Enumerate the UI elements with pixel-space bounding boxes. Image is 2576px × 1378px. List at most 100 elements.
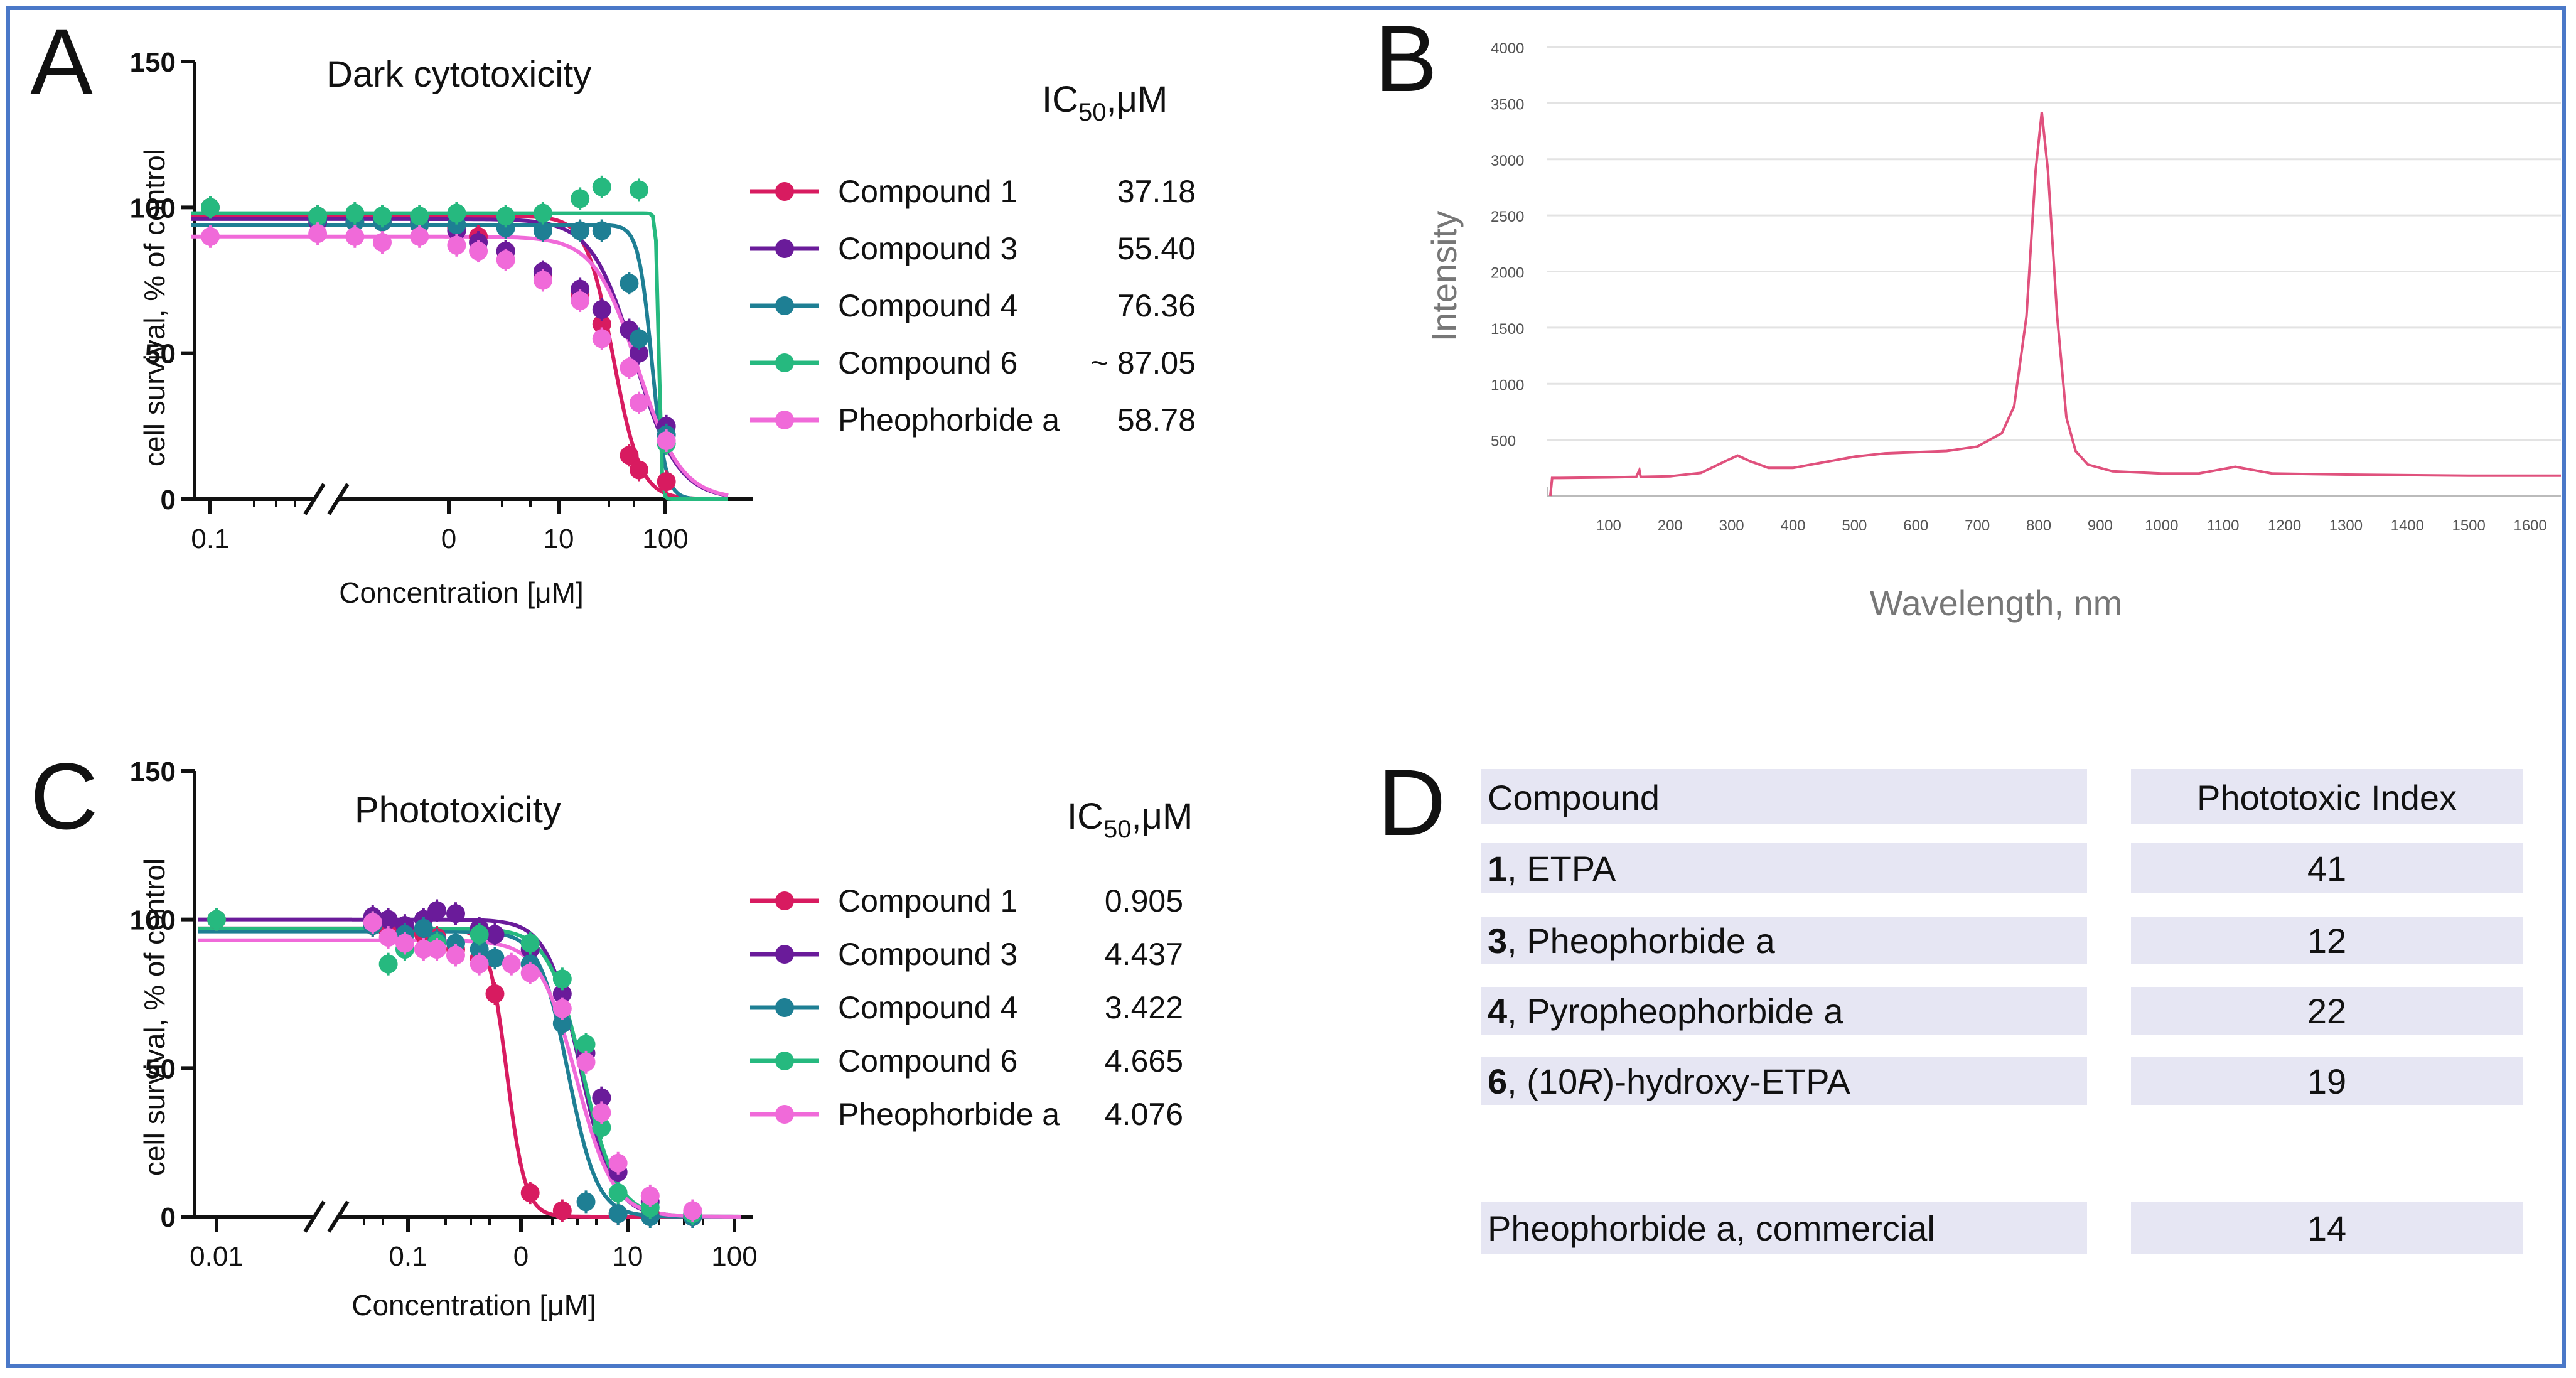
x-tick-label: 1300 — [2329, 517, 2363, 534]
data-point — [629, 460, 648, 480]
table-row-cell — [1481, 987, 2087, 1035]
data-point — [592, 177, 611, 196]
table-row-1-index: 41 — [2307, 849, 2346, 888]
panel-letter-d: D — [1378, 750, 1446, 855]
table-row-3-index: 22 — [2307, 991, 2346, 1031]
data-point — [520, 934, 540, 953]
legend-marker — [775, 239, 794, 258]
data-point — [620, 274, 639, 293]
data-point — [592, 1118, 611, 1137]
x-tick-label: 400 — [1780, 517, 1805, 534]
data-point — [592, 329, 611, 348]
table-commercial-compound: Pheophorbide a, commercial — [1488, 1208, 1935, 1248]
table-row-cell — [1481, 917, 2087, 964]
x-tick-label: 100 — [642, 524, 688, 554]
data-point — [571, 221, 590, 240]
chart-b-grid: 500 1000 1500 2000 2500 3000 3500 4000 100 200 300… — [1491, 40, 2561, 534]
ic50-base: IC — [1067, 796, 1103, 837]
chart-b-xlabel: Wavelength, nm — [1870, 583, 2123, 623]
x-tick-label: 0 — [513, 1241, 529, 1272]
data-point — [620, 446, 639, 465]
data-point — [470, 925, 489, 944]
y-tick-label: 50 — [145, 1053, 176, 1084]
data-point — [608, 1204, 628, 1224]
axis-break-mark — [303, 483, 326, 515]
legend-ic50-value: 37.18 — [1117, 174, 1196, 209]
x-tick-label: 1600 — [2513, 517, 2546, 534]
data-point — [372, 207, 392, 226]
ic50-sub: 50 — [1103, 815, 1132, 843]
curve-compound-3 — [352, 917, 741, 1219]
legend-marker — [775, 1105, 794, 1124]
x-tick-label: 0.1 — [389, 1241, 427, 1272]
y-tick-label: 0 — [161, 1202, 176, 1233]
x-tick-label: 0.01 — [190, 1241, 244, 1272]
data-point — [470, 940, 489, 959]
y-tick-label: 2000 — [1491, 265, 1524, 282]
y-tick-label: 4000 — [1491, 40, 1524, 57]
table-row-1-compound: 1, ETPA — [1488, 849, 1616, 888]
compound-name: , Pheophorbide a — [1507, 921, 1775, 961]
data-point — [378, 928, 398, 947]
data-point — [446, 945, 465, 965]
chart-c-legend: Compound 1 0.905 Compound 3 4.437 Compound 4… — [750, 883, 1183, 1132]
legend-ic50-value: 4.076 — [1105, 1097, 1183, 1132]
chart-c-title: Phototoxicity — [355, 790, 561, 831]
compound-number: 4 — [1488, 991, 1507, 1031]
y-tick-label: 2500 — [1491, 208, 1524, 225]
y-tick-label: 1500 — [1491, 321, 1524, 338]
data-point — [571, 189, 590, 208]
x-tick-label: 10 — [544, 524, 574, 554]
x-tick-label: 0.1 — [191, 524, 229, 554]
x-tick-label: 1000 — [2145, 517, 2178, 534]
x-tick-label: 900 — [2088, 517, 2113, 534]
data-point — [552, 984, 572, 1003]
data-point — [485, 984, 505, 1003]
legend-marker — [775, 1052, 794, 1070]
data-point — [378, 954, 398, 974]
legend-ic50-value: 4.437 — [1105, 937, 1183, 972]
y-tick-label: 3000 — [1491, 153, 1524, 170]
table-header-index-cell — [2131, 769, 2523, 824]
panel-letter-b: B — [1375, 6, 1437, 111]
data-point — [592, 1103, 611, 1122]
x-tick-label: 0 — [441, 524, 456, 554]
panel-a-chart: Dark cytotoxicity cell survival, % of co… — [130, 47, 1196, 609]
data-point — [592, 1088, 611, 1107]
x-tick-label: 1200 — [2268, 517, 2301, 534]
x-tick-label: 200 — [1658, 517, 1683, 534]
data-point — [372, 233, 392, 252]
panel-b-chart: Intensity Wavelength, nm 500 1000 1500 2000… — [1424, 40, 2561, 623]
data-point — [378, 910, 398, 929]
axis-break-mark — [303, 1200, 326, 1233]
chart-b-ylabel: Intensity — [1424, 211, 1464, 342]
compound-number: 6 — [1488, 1062, 1507, 1101]
curve-compound-1 — [352, 926, 741, 1219]
table-row-cell — [1481, 1057, 2087, 1105]
legend-label: Compound 4 — [838, 288, 1017, 323]
chart-a-ic50-header: IC50,μM — [1042, 79, 1167, 126]
data-point — [427, 940, 447, 959]
y-tick-label: 1000 — [1491, 377, 1524, 394]
data-point — [552, 1014, 572, 1033]
x-tick-label: 1500 — [2452, 517, 2485, 534]
data-point — [533, 221, 552, 240]
legend-label: Pheophorbide a — [838, 402, 1060, 438]
legend-ic50-value: 3.422 — [1105, 990, 1183, 1025]
x-tick-label: 800 — [2026, 517, 2051, 534]
table-row-cell — [2131, 1057, 2523, 1105]
data-point — [576, 1035, 596, 1054]
data-point — [502, 954, 521, 974]
data-point — [576, 1052, 596, 1072]
data-point — [201, 198, 220, 217]
data-point — [576, 1192, 596, 1212]
legend-marker — [775, 296, 794, 315]
data-point — [657, 472, 676, 492]
chart-b-line — [1548, 112, 2561, 497]
curve-compound-6 — [352, 926, 741, 1219]
curve-compound-4 — [352, 929, 741, 1219]
data-point — [496, 207, 515, 226]
x-tick-label: 1100 — [2207, 517, 2240, 534]
data-point — [201, 227, 220, 246]
data-point — [629, 393, 648, 412]
